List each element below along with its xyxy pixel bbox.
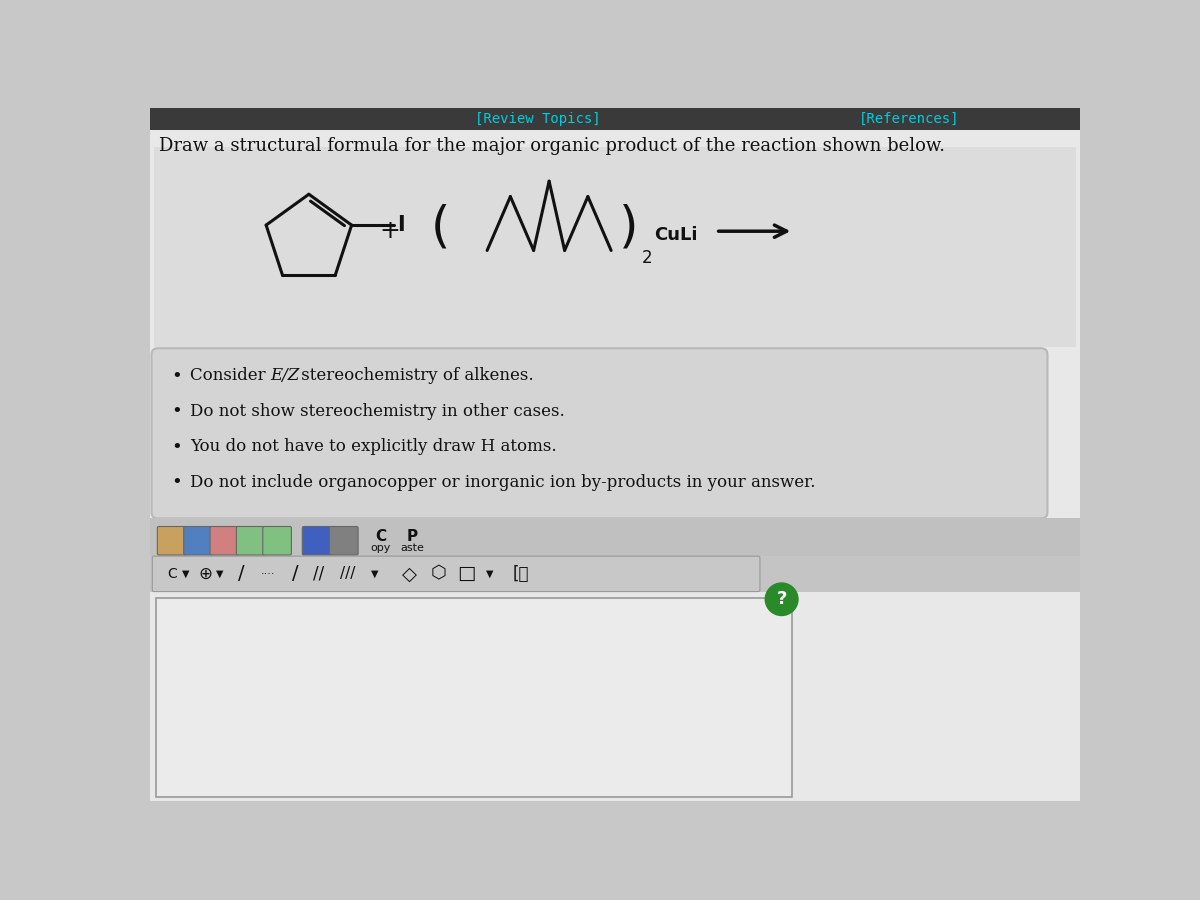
Text: ····: ····: [260, 569, 275, 579]
FancyBboxPatch shape: [330, 526, 358, 555]
Bar: [156, 598, 792, 797]
Text: 2: 2: [642, 249, 653, 267]
Text: ◇: ◇: [402, 564, 418, 583]
Text: •: •: [172, 402, 182, 420]
Text: Draw a structural formula for the major organic product of the reaction shown be: Draw a structural formula for the major …: [160, 138, 946, 156]
Text: [References]: [References]: [859, 112, 960, 126]
Text: /: /: [293, 564, 299, 583]
Text: ⊕: ⊕: [199, 565, 212, 583]
Text: Consider: Consider: [191, 367, 271, 384]
Text: You do not have to explicitly draw H atoms.: You do not have to explicitly draw H ato…: [191, 438, 557, 455]
Text: I: I: [397, 215, 404, 235]
Text: ?: ?: [776, 590, 787, 608]
Text: [⎾: [⎾: [512, 565, 529, 583]
Bar: [150, 108, 1080, 130]
Bar: [154, 147, 1076, 346]
FancyBboxPatch shape: [184, 526, 212, 555]
Text: ▼: ▼: [216, 569, 223, 579]
Text: opy: opy: [371, 544, 391, 554]
Text: ///: ///: [340, 566, 355, 581]
FancyBboxPatch shape: [157, 526, 186, 555]
Text: E/Z: E/Z: [270, 367, 299, 384]
Text: Do not include organocopper or inorganic ion by-products in your answer.: Do not include organocopper or inorganic…: [191, 473, 816, 491]
Text: (: (: [431, 203, 450, 251]
Text: +: +: [380, 220, 401, 243]
FancyBboxPatch shape: [152, 556, 760, 591]
FancyBboxPatch shape: [302, 526, 331, 555]
Text: ▼: ▼: [182, 569, 190, 579]
FancyBboxPatch shape: [210, 526, 239, 555]
Text: •: •: [172, 437, 182, 455]
Text: Do not show stereochemistry in other cases.: Do not show stereochemistry in other cas…: [191, 403, 565, 420]
FancyBboxPatch shape: [263, 526, 292, 555]
Bar: [150, 556, 1080, 591]
Circle shape: [764, 582, 799, 617]
Bar: [150, 518, 1080, 590]
Text: /: /: [238, 564, 245, 583]
Text: [Review Topics]: [Review Topics]: [475, 112, 600, 126]
Text: ⬡: ⬡: [431, 565, 446, 583]
Text: C: C: [167, 567, 176, 580]
Text: aste: aste: [400, 544, 424, 554]
Text: ▼: ▼: [371, 569, 378, 579]
Text: P: P: [407, 528, 418, 544]
Text: C: C: [376, 528, 386, 544]
Text: •: •: [172, 473, 182, 491]
Text: ▼: ▼: [486, 569, 493, 579]
Text: □: □: [457, 564, 475, 583]
Text: ): ): [619, 203, 638, 251]
Text: CuLi: CuLi: [654, 226, 697, 244]
Text: stereochemistry of alkenes.: stereochemistry of alkenes.: [295, 367, 533, 384]
FancyBboxPatch shape: [151, 348, 1048, 518]
FancyBboxPatch shape: [236, 526, 265, 555]
Text: •: •: [172, 367, 182, 385]
Text: //: //: [313, 565, 324, 583]
